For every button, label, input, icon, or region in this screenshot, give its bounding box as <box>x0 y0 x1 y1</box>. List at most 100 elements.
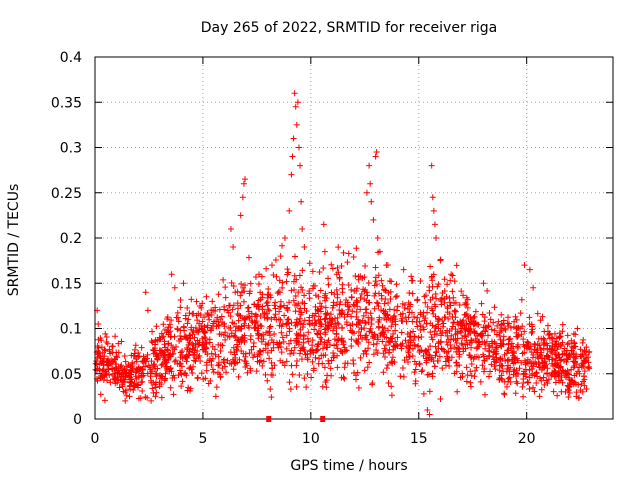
data-point <box>406 289 413 296</box>
data-point <box>214 314 221 321</box>
data-point <box>219 365 226 372</box>
data-point <box>161 341 168 348</box>
data-point <box>390 330 397 337</box>
data-point <box>426 411 433 418</box>
data-point <box>436 353 443 360</box>
data-point <box>170 391 177 398</box>
data-point <box>115 340 122 347</box>
data-point <box>543 377 550 384</box>
data-point <box>417 327 424 334</box>
data-point <box>184 305 191 312</box>
data-point <box>219 342 226 349</box>
data-point <box>148 397 155 404</box>
data-point <box>268 394 275 401</box>
data-point <box>524 379 531 386</box>
data-point <box>415 334 422 341</box>
data-point <box>203 340 210 347</box>
data-point <box>444 332 451 339</box>
data-point <box>511 348 518 355</box>
data-point <box>382 287 389 294</box>
data-point <box>291 90 298 97</box>
data-point <box>138 372 145 379</box>
data-point <box>140 353 147 360</box>
data-point <box>235 317 242 324</box>
y-tick-label: 0.25 <box>51 186 82 202</box>
data-point <box>471 329 478 336</box>
data-point <box>150 350 157 357</box>
data-point <box>212 393 219 400</box>
data-point <box>526 367 533 374</box>
data-point <box>405 358 412 365</box>
data-point <box>194 329 201 336</box>
data-point <box>234 300 241 307</box>
data-point <box>514 380 521 387</box>
data-point <box>416 361 423 368</box>
data-point <box>375 323 382 330</box>
data-point <box>567 381 574 388</box>
data-point <box>556 370 563 377</box>
data-point <box>386 339 393 346</box>
data-point <box>505 375 512 382</box>
data-point <box>261 311 268 318</box>
data-point <box>563 358 570 365</box>
data-point <box>186 332 193 339</box>
data-point <box>101 353 108 360</box>
data-point <box>237 292 244 299</box>
data-point <box>533 369 540 376</box>
data-point <box>314 306 321 313</box>
data-point <box>272 311 279 318</box>
data-point <box>371 331 378 338</box>
data-point <box>116 384 123 391</box>
data-point <box>427 343 434 350</box>
data-point <box>428 162 435 169</box>
data-point <box>420 309 427 316</box>
data-point <box>531 340 538 347</box>
data-point <box>441 276 448 283</box>
data-point <box>429 322 436 329</box>
data-point <box>452 299 459 306</box>
data-point <box>453 262 460 269</box>
data-point <box>372 264 379 271</box>
data-point <box>266 332 273 339</box>
data-point <box>507 335 514 342</box>
data-point <box>505 314 512 321</box>
data-point <box>199 335 206 342</box>
data-point <box>363 309 370 316</box>
data-point <box>382 347 389 354</box>
data-point <box>288 347 295 354</box>
data-point <box>388 358 395 365</box>
x-tick-label: 15 <box>410 431 428 447</box>
data-point <box>220 331 227 338</box>
data-point <box>572 380 579 387</box>
data-point <box>263 329 270 336</box>
data-point <box>312 354 319 361</box>
data-point <box>486 309 493 316</box>
data-point <box>281 362 288 369</box>
data-point <box>278 349 285 356</box>
data-point <box>553 335 560 342</box>
data-point <box>292 322 299 329</box>
data-point <box>213 318 220 325</box>
data-point <box>348 343 355 350</box>
data-point <box>149 328 156 335</box>
data-point <box>464 341 471 348</box>
data-point <box>267 323 274 330</box>
data-point <box>374 336 381 343</box>
data-point <box>451 344 458 351</box>
data-point <box>353 299 360 306</box>
data-point <box>279 242 286 249</box>
data-point <box>537 345 544 352</box>
data-point <box>472 308 479 315</box>
data-point <box>257 313 264 320</box>
data-point <box>290 135 297 142</box>
data-point <box>462 311 469 318</box>
data-point <box>99 367 106 374</box>
data-point <box>329 304 336 311</box>
data-point <box>132 342 139 349</box>
axis-marker <box>266 416 272 422</box>
data-point <box>530 284 537 291</box>
data-point <box>299 225 306 232</box>
data-point <box>334 364 341 371</box>
data-point <box>405 349 412 356</box>
data-point <box>577 346 584 353</box>
